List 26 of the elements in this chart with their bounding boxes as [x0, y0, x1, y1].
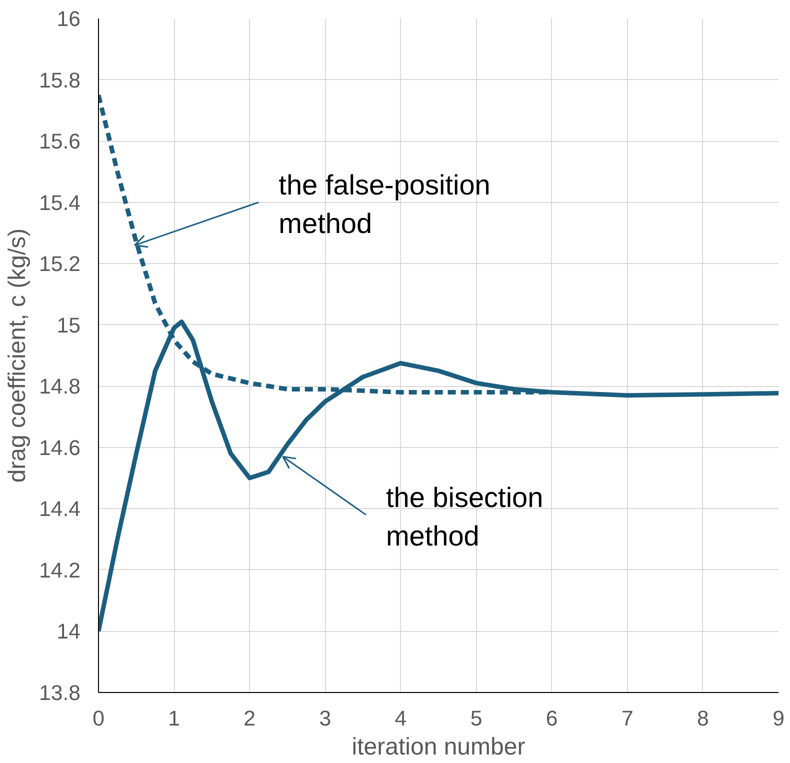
y-tick-label: 16 — [56, 7, 81, 31]
x-tick-label: 1 — [168, 706, 180, 730]
x-tick-label: 0 — [92, 706, 105, 730]
x-tick-label: 5 — [470, 706, 482, 730]
y-tick-label: 15.2 — [38, 252, 81, 276]
x-tick-label: 2 — [244, 706, 256, 730]
y-tick-label: 14.4 — [38, 497, 81, 522]
y-tick-label: 15.8 — [38, 68, 81, 92]
y-axis-title: drag coefficient, c (kg/s) — [4, 228, 31, 483]
x-tick-label: 4 — [394, 706, 407, 730]
x-tick-label: 7 — [621, 706, 634, 730]
y-tick-label: 15 — [56, 313, 81, 338]
annotation: the false-position method — [278, 169, 490, 240]
x-tick-label: 6 — [546, 706, 558, 730]
y-tick-label: 14 — [56, 620, 81, 644]
y-tick-label: 15.6 — [38, 130, 81, 154]
x-tick-label: 8 — [697, 706, 709, 730]
y-tick-label: 14.2 — [38, 558, 81, 582]
y-tick-label: 15.4 — [38, 190, 81, 215]
annotation: the bisection method — [386, 482, 544, 552]
y-tick-label: 14.6 — [38, 436, 81, 460]
x-axis-title: iteration number — [352, 734, 526, 760]
y-tick-label: 13.8 — [38, 681, 81, 705]
x-tick-label: 3 — [319, 706, 332, 730]
y-tick-label: 14.8 — [38, 374, 81, 399]
x-tick-label: 9 — [772, 706, 784, 730]
